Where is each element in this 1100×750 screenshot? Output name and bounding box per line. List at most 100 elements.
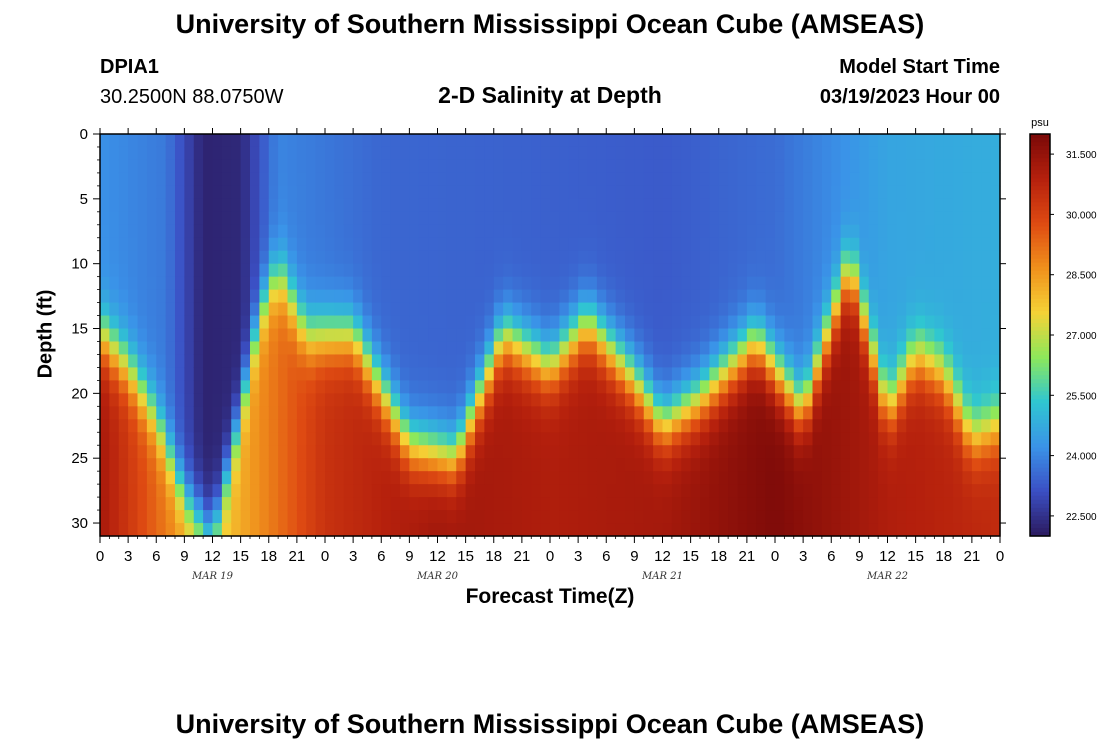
heatmap-cell bbox=[371, 185, 382, 200]
heatmap-cell bbox=[521, 302, 532, 317]
heatmap-cell bbox=[728, 445, 739, 459]
heatmap-cell bbox=[578, 146, 589, 161]
heatmap-cell bbox=[231, 198, 242, 213]
heatmap-cell bbox=[765, 406, 776, 420]
x-tick-label: 12 bbox=[429, 548, 446, 565]
heatmap-cell bbox=[653, 458, 664, 472]
heatmap-cell bbox=[325, 432, 335, 446]
heatmap-cell bbox=[981, 250, 992, 265]
heatmap-cell bbox=[287, 185, 298, 200]
heatmap-cell bbox=[981, 432, 992, 446]
heatmap-cell bbox=[278, 289, 289, 304]
heatmap-cell bbox=[250, 510, 260, 524]
heatmap-cell bbox=[325, 237, 335, 252]
heatmap-cell bbox=[137, 134, 148, 148]
heatmap-cell bbox=[240, 263, 251, 278]
heatmap-cell bbox=[484, 276, 495, 291]
heatmap-cell bbox=[118, 289, 129, 304]
heatmap-cell bbox=[765, 328, 776, 343]
heatmap-cell bbox=[765, 432, 776, 446]
heatmap-cell bbox=[878, 315, 889, 330]
heatmap-cell bbox=[325, 354, 335, 369]
colorbar-swatch bbox=[1030, 387, 1050, 392]
heatmap-cell bbox=[503, 471, 514, 485]
heatmap-cell bbox=[221, 354, 232, 369]
heatmap-cell bbox=[550, 393, 560, 407]
heatmap-cell bbox=[990, 354, 1001, 369]
heatmap-cell bbox=[175, 159, 185, 174]
heatmap-cell bbox=[475, 393, 485, 407]
colorbar-swatch bbox=[1030, 246, 1050, 252]
heatmap-cell bbox=[737, 497, 748, 511]
heatmap-cell bbox=[859, 159, 870, 174]
heatmap-cell bbox=[653, 471, 664, 485]
colorbar-swatch bbox=[1030, 174, 1050, 179]
heatmap-cell bbox=[381, 315, 392, 330]
heatmap-cell bbox=[615, 328, 626, 343]
heatmap-cell bbox=[193, 302, 204, 317]
heatmap-cell bbox=[596, 406, 607, 420]
heatmap-cell bbox=[615, 302, 626, 317]
heatmap-cell bbox=[606, 432, 617, 446]
heatmap-cell bbox=[728, 484, 739, 498]
heatmap-cell bbox=[962, 393, 973, 407]
heatmap-cell bbox=[437, 289, 448, 304]
heatmap-cell bbox=[943, 510, 954, 524]
heatmap-cell bbox=[915, 354, 926, 369]
heatmap-cell bbox=[400, 406, 410, 420]
heatmap-cell bbox=[296, 198, 307, 213]
heatmap-cell bbox=[259, 237, 270, 252]
heatmap-cell bbox=[756, 458, 767, 472]
heatmap-cell bbox=[850, 211, 860, 226]
colorbar-swatch bbox=[1030, 351, 1050, 356]
heatmap-cell bbox=[934, 445, 945, 459]
heatmap-cell bbox=[231, 276, 242, 291]
heatmap-cell bbox=[296, 237, 307, 252]
heatmap-cell bbox=[287, 380, 298, 394]
heatmap-cell bbox=[437, 484, 448, 498]
heatmap-cell bbox=[446, 393, 457, 407]
heatmap-cell bbox=[137, 406, 148, 420]
heatmap-cell bbox=[512, 406, 523, 420]
heatmap-cell bbox=[306, 419, 317, 433]
heatmap-cell bbox=[587, 497, 598, 511]
heatmap-cell bbox=[643, 328, 654, 343]
heatmap-cell bbox=[437, 276, 448, 291]
heatmap-cell bbox=[484, 146, 495, 161]
heatmap-cell bbox=[334, 523, 345, 537]
heatmap-cell bbox=[334, 432, 345, 446]
heatmap-cell bbox=[446, 367, 457, 381]
colorbar-swatch bbox=[1030, 399, 1050, 404]
heatmap-cell bbox=[296, 185, 307, 200]
heatmap-cell bbox=[578, 185, 589, 200]
heatmap-cell bbox=[371, 159, 382, 174]
heatmap-cell bbox=[812, 484, 823, 498]
heatmap-cell bbox=[578, 523, 589, 537]
heatmap-cell bbox=[521, 159, 532, 174]
heatmap-cell bbox=[446, 289, 457, 304]
x-tick-label: 18 bbox=[710, 548, 727, 565]
heatmap-cell bbox=[821, 484, 832, 498]
heatmap-cell bbox=[859, 354, 870, 369]
heatmap-cell bbox=[728, 354, 739, 369]
heatmap-cell bbox=[521, 523, 532, 537]
heatmap-cell bbox=[981, 289, 992, 304]
heatmap-cell bbox=[156, 484, 167, 498]
heatmap-cell bbox=[231, 134, 242, 148]
heatmap-cell bbox=[531, 302, 542, 317]
heatmap-cell bbox=[559, 458, 570, 472]
heatmap-cell bbox=[475, 354, 485, 369]
heatmap-cell bbox=[643, 523, 654, 537]
heatmap-cell bbox=[962, 328, 973, 343]
heatmap-cell bbox=[803, 328, 814, 343]
heatmap-cell bbox=[128, 367, 139, 381]
heatmap-cell bbox=[615, 419, 626, 433]
heatmap-cell bbox=[540, 159, 551, 174]
heatmap-cell bbox=[484, 198, 495, 213]
heatmap-cell bbox=[521, 367, 532, 381]
heatmap-cell bbox=[362, 458, 373, 472]
heatmap-cell bbox=[362, 172, 373, 187]
heatmap-cell bbox=[915, 237, 926, 252]
heatmap-cell bbox=[437, 367, 448, 381]
heatmap-cell bbox=[296, 224, 307, 239]
